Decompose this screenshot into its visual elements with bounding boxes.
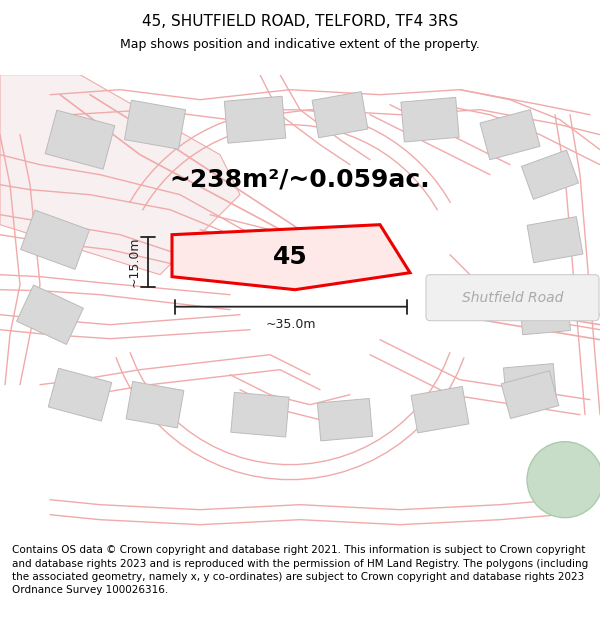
Polygon shape: [317, 399, 373, 441]
Polygon shape: [503, 364, 557, 406]
Polygon shape: [527, 217, 583, 262]
Polygon shape: [172, 224, 410, 290]
Polygon shape: [20, 210, 89, 269]
Polygon shape: [124, 100, 185, 149]
Circle shape: [527, 442, 600, 518]
Text: 45, SHUTFIELD ROAD, TELFORD, TF4 3RS: 45, SHUTFIELD ROAD, TELFORD, TF4 3RS: [142, 14, 458, 29]
Polygon shape: [45, 110, 115, 169]
Text: Shutfield Road: Shutfield Road: [462, 291, 563, 304]
Text: 45: 45: [272, 244, 307, 269]
Polygon shape: [401, 98, 459, 142]
Polygon shape: [521, 150, 578, 199]
Polygon shape: [231, 392, 289, 437]
Polygon shape: [480, 109, 540, 160]
Polygon shape: [224, 96, 286, 143]
Polygon shape: [0, 74, 240, 275]
Polygon shape: [411, 386, 469, 433]
Polygon shape: [312, 92, 368, 138]
Polygon shape: [17, 285, 83, 344]
Polygon shape: [501, 371, 559, 419]
Text: ~15.0m: ~15.0m: [128, 237, 140, 288]
FancyBboxPatch shape: [426, 275, 599, 321]
Polygon shape: [126, 381, 184, 428]
Text: Contains OS data © Crown copyright and database right 2021. This information is : Contains OS data © Crown copyright and d…: [12, 546, 588, 595]
Text: ~238m²/~0.059ac.: ~238m²/~0.059ac.: [170, 168, 430, 192]
Polygon shape: [520, 294, 571, 335]
Text: Map shows position and indicative extent of the property.: Map shows position and indicative extent…: [120, 38, 480, 51]
Polygon shape: [48, 368, 112, 421]
Text: ~35.0m: ~35.0m: [266, 318, 316, 331]
